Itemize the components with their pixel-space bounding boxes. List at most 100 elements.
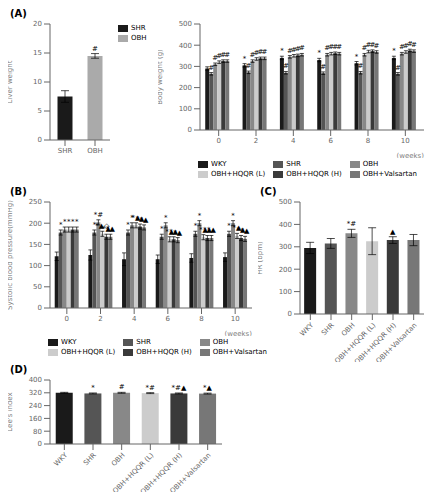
svg-text:300: 300 [279, 243, 292, 251]
svg-text:2: 2 [254, 137, 258, 145]
svg-text:100: 100 [179, 105, 192, 113]
svg-text:*: * [231, 212, 235, 220]
svg-text:100: 100 [29, 262, 42, 270]
svg-text:Systolic blood pressure(mmHg): Systolic blood pressure(mmHg) [8, 200, 14, 310]
svg-text:*#: *# [347, 220, 357, 228]
svg-text:6: 6 [328, 137, 333, 145]
svg-text:50: 50 [33, 283, 42, 291]
svg-text:#: # [411, 41, 417, 49]
html-text:(B): (B) [10, 186, 27, 197]
svg-text:*#: *# [94, 211, 104, 219]
svg-text:400: 400 [179, 42, 192, 50]
svg-text:HR (bpm): HR (bpm) [258, 241, 264, 275]
svg-text:#: # [374, 42, 380, 50]
svg-text:500: 500 [179, 20, 192, 28]
svg-text:#: # [262, 48, 268, 56]
svg-text:*: * [355, 53, 359, 61]
svg-text:10: 10 [33, 78, 42, 86]
svg-text:*▲: *▲ [241, 227, 251, 235]
svg-text:▲: ▲ [390, 228, 396, 236]
svg-text:300: 300 [179, 63, 192, 71]
svg-text:#: # [299, 44, 305, 52]
svg-text:*: * [198, 212, 202, 220]
svg-text:*: * [160, 225, 164, 233]
svg-text:*: * [392, 47, 396, 55]
svg-text:(weeks): (weeks) [396, 152, 424, 158]
svg-text:0: 0 [38, 440, 42, 448]
svg-text:6: 6 [166, 315, 171, 323]
svg-text:SHR: SHR [82, 451, 98, 467]
html-text:(A): (A) [10, 8, 27, 19]
svg-text:*▲: *▲ [203, 384, 213, 392]
html-text:(D): (D) [10, 364, 28, 375]
svg-text:Liver weight: Liver weight [8, 60, 14, 103]
svg-text:*: * [75, 218, 79, 226]
svg-text:#: # [395, 64, 401, 72]
svg-text:*#▲: *#▲ [172, 384, 187, 392]
svg-text:*▲: *▲ [173, 229, 183, 237]
svg-text:500: 500 [279, 198, 292, 206]
svg-text:#: # [336, 43, 342, 51]
svg-text:#: # [283, 62, 289, 70]
svg-text:OBH: OBH [340, 321, 357, 338]
svg-text:4: 4 [132, 315, 137, 323]
svg-text:#: # [119, 383, 125, 391]
svg-text:OBH: OBH [87, 147, 103, 155]
svg-text:0: 0 [188, 126, 192, 134]
svg-text:*#: *# [146, 384, 156, 392]
svg-text:*▲: *▲ [106, 225, 116, 233]
svg-text:*: * [280, 47, 284, 55]
svg-text:8: 8 [199, 315, 203, 323]
svg-text:200: 200 [29, 220, 42, 228]
svg-text:*: * [91, 384, 95, 392]
svg-text:0: 0 [65, 315, 69, 323]
svg-text:400: 400 [29, 376, 42, 384]
svg-text:200: 200 [279, 266, 292, 274]
svg-text:*: * [317, 49, 321, 57]
svg-text:2: 2 [98, 315, 102, 323]
svg-text:SHR: SHR [320, 321, 336, 337]
svg-text:*: * [126, 221, 130, 229]
svg-text:#: # [320, 63, 326, 71]
svg-text:WKY: WKY [53, 451, 70, 468]
svg-text:240: 240 [29, 402, 42, 410]
svg-text:OBH+Valsartan: OBH+Valsartan [169, 451, 213, 492]
svg-text:0: 0 [38, 136, 42, 144]
svg-text:0: 0 [38, 304, 42, 312]
svg-text:20: 20 [33, 20, 42, 28]
svg-text:WKY: WKY [299, 321, 316, 338]
svg-text:4: 4 [291, 137, 296, 145]
svg-text:SHR: SHR [58, 147, 73, 155]
svg-text:*: * [227, 222, 231, 230]
svg-text:400: 400 [279, 221, 292, 229]
svg-text:Body weight (g): Body weight (g) [158, 49, 164, 105]
svg-text:250: 250 [29, 198, 42, 206]
svg-text:320: 320 [29, 389, 42, 397]
svg-text:*▲: *▲ [140, 216, 150, 224]
svg-text:#: # [224, 51, 230, 59]
svg-text:100: 100 [279, 288, 292, 296]
html-text:(C): (C) [260, 186, 277, 197]
svg-text:0: 0 [216, 137, 220, 145]
svg-text:*▲: *▲ [207, 226, 217, 234]
svg-text:200: 200 [179, 84, 192, 92]
svg-text:#: # [92, 45, 98, 53]
svg-text:10: 10 [401, 137, 410, 145]
svg-text:80: 80 [33, 428, 42, 436]
svg-text:0: 0 [288, 310, 292, 318]
svg-text:#: # [208, 64, 214, 72]
svg-text:*: * [194, 222, 198, 230]
svg-text:OBH: OBH [110, 451, 127, 468]
svg-text:160: 160 [29, 415, 42, 423]
svg-text:150: 150 [29, 241, 42, 249]
svg-text:15: 15 [33, 49, 42, 57]
svg-text:8: 8 [366, 137, 370, 145]
svg-text:Lee's index: Lee's index [8, 392, 14, 431]
svg-text:OBH+Valsartan: OBH+Valsartan [375, 321, 419, 362]
svg-text:5: 5 [38, 107, 42, 115]
svg-text:#: # [358, 62, 364, 70]
svg-text:10: 10 [231, 315, 240, 323]
svg-text:#: # [246, 62, 252, 70]
svg-text:*: * [164, 214, 168, 222]
svg-text:(weeks): (weeks) [224, 330, 252, 336]
